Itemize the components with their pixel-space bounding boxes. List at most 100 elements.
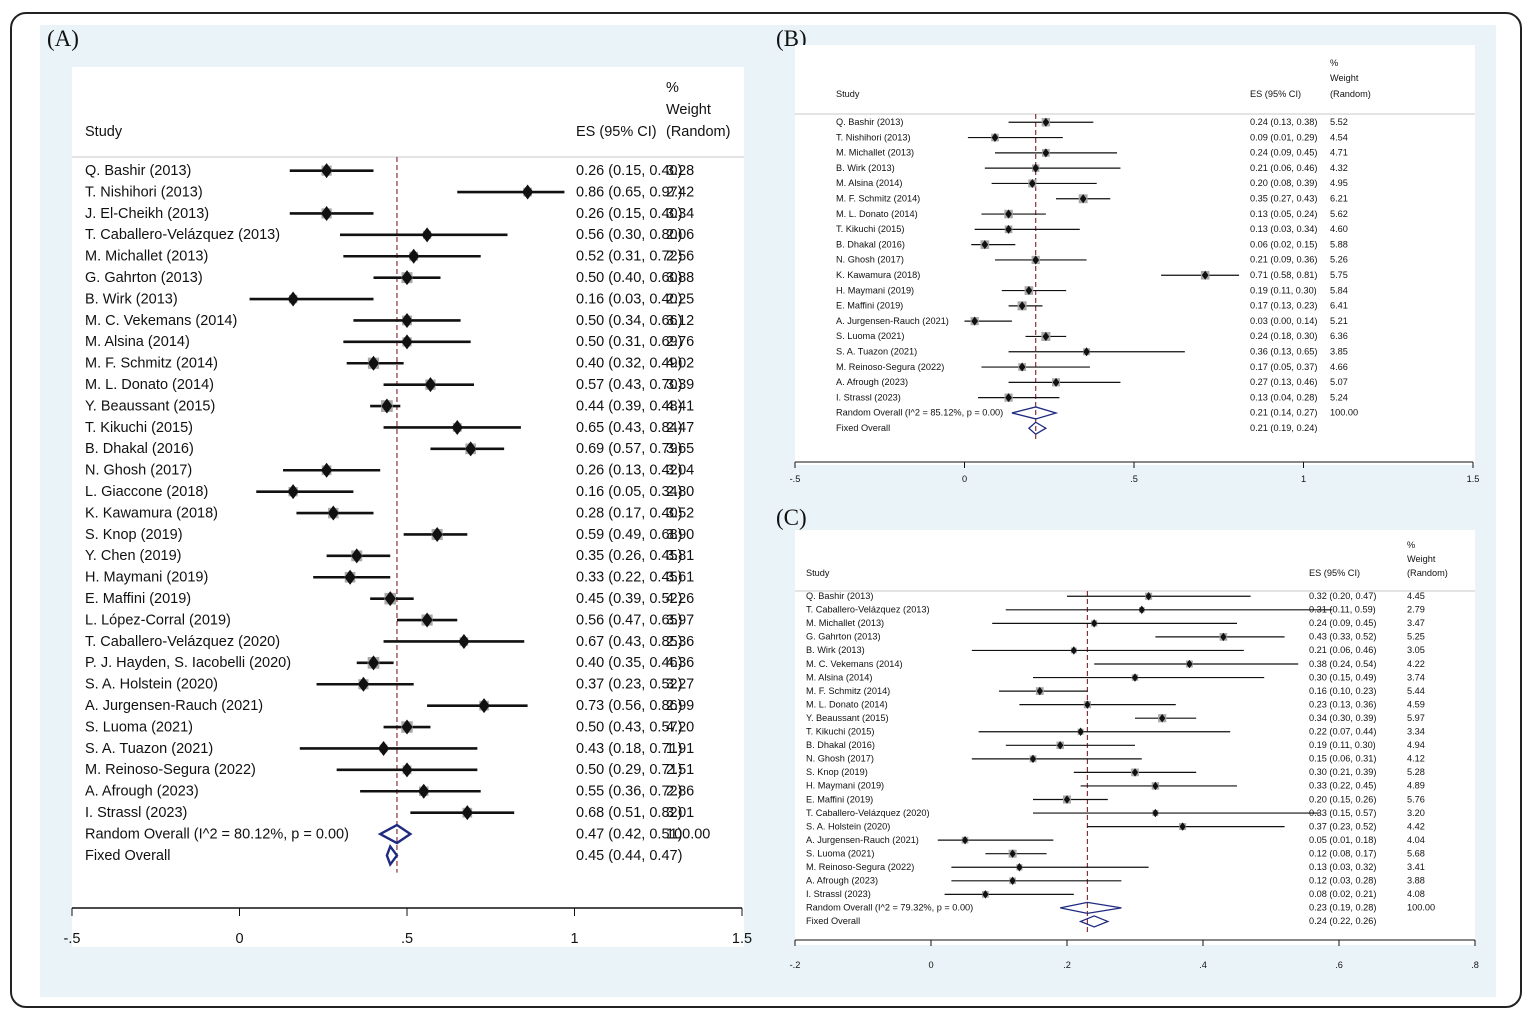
header-es: ES (95% CI) xyxy=(576,124,657,140)
study-weight: 3.74 xyxy=(1407,672,1425,682)
point-estimate-marker xyxy=(451,419,463,435)
overall-weight: 100.00 xyxy=(1407,903,1435,913)
study-es-ci: 0.23 (0.13, 0.36) xyxy=(1309,699,1376,709)
study-es-ci: 0.20 (0.15, 0.26) xyxy=(1309,794,1376,804)
study-label: S. A. Holstein (2020) xyxy=(806,821,890,831)
point-estimate-marker xyxy=(458,633,470,649)
study-es-ci: 0.33 (0.22, 0.45) xyxy=(1309,781,1376,791)
point-estimate-marker xyxy=(421,612,433,628)
study-weight: 5.28 xyxy=(1407,767,1425,777)
study-weight: 5.52 xyxy=(1330,117,1348,127)
study-es-ci: 0.30 (0.21, 0.39) xyxy=(1309,767,1376,777)
x-tick-label: .2 xyxy=(1063,960,1071,970)
study-label: B. Dhakal (2016) xyxy=(85,441,194,457)
study-label: T. Kikuchi (2015) xyxy=(806,727,874,737)
plot-panel-b xyxy=(795,45,1475,465)
point-estimate-marker xyxy=(1145,592,1152,601)
study-weight: 3.65 xyxy=(666,441,694,457)
study-weight: 5.62 xyxy=(1330,209,1348,219)
study-weight: 5.76 xyxy=(1407,794,1425,804)
study-es-ci: 0.17 (0.05, 0.37) xyxy=(1250,362,1317,372)
study-weight: 2.86 xyxy=(666,784,694,800)
point-estimate-marker xyxy=(418,783,430,799)
study-es-ci: 0.50 (0.40, 0.60) xyxy=(576,270,682,286)
study-es-ci: 0.22 (0.07, 0.44) xyxy=(1309,727,1376,737)
point-estimate-marker xyxy=(1159,713,1166,723)
point-estimate-marker xyxy=(478,698,490,714)
study-weight: 5.68 xyxy=(1407,848,1425,858)
study-es-ci: 0.26 (0.15, 0.40) xyxy=(576,206,682,222)
point-estimate-marker xyxy=(1036,686,1043,696)
study-label: A. Jurgensen-Rauch (2021) xyxy=(85,698,263,714)
point-estimate-marker xyxy=(1009,849,1016,858)
study-label: E. Maffini (2019) xyxy=(806,794,873,804)
point-estimate-marker xyxy=(351,548,363,564)
study-weight: 3.88 xyxy=(666,270,694,286)
study-weight: 6.41 xyxy=(1330,301,1348,311)
point-estimate-marker xyxy=(431,526,443,542)
point-estimate-marker xyxy=(1077,727,1084,736)
study-label: T. Kikuchi (2015) xyxy=(85,420,193,436)
study-label: S. Knop (2019) xyxy=(85,527,183,543)
study-es-ci: 0.50 (0.43, 0.57) xyxy=(576,719,682,735)
study-weight: 4.08 xyxy=(1407,889,1425,899)
x-tick-label: -.5 xyxy=(790,474,801,484)
overall-label: Random Overall (I^2 = 85.12%, p = 0.00) xyxy=(836,408,1003,418)
study-label: T. Caballero-Velázquez (2013) xyxy=(806,605,930,615)
study-weight: 2.80 xyxy=(666,484,694,500)
study-label: B. Wirk (2013) xyxy=(836,163,895,173)
study-label: M. Reinoso-Segura (2022) xyxy=(85,762,256,778)
study-weight: 3.88 xyxy=(1407,876,1425,886)
study-label: P. J. Hayden, S. Iacobelli (2020) xyxy=(85,655,291,671)
study-weight: 2.79 xyxy=(1407,605,1425,615)
point-estimate-marker xyxy=(1079,194,1087,204)
study-weight: 6.21 xyxy=(1330,194,1348,204)
study-weight: 6.36 xyxy=(1330,331,1348,341)
study-weight: 3.41 xyxy=(1407,862,1425,872)
study-es-ci: 0.44 (0.39, 0.48) xyxy=(576,398,682,414)
study-weight: 3.90 xyxy=(666,527,694,543)
study-weight: 3.34 xyxy=(666,206,694,222)
point-estimate-marker xyxy=(1016,863,1023,872)
study-label: S. A. Tuazon (2021) xyxy=(85,741,213,757)
overall-diamond xyxy=(1027,421,1048,436)
study-weight: 4.20 xyxy=(666,719,694,735)
study-es-ci: 0.17 (0.13, 0.23) xyxy=(1250,301,1317,311)
point-estimate-marker xyxy=(1005,209,1012,219)
point-estimate-marker xyxy=(384,591,396,607)
study-weight: 3.05 xyxy=(1407,645,1425,655)
point-estimate-marker xyxy=(381,398,393,414)
study-weight: 3.81 xyxy=(666,548,694,564)
study-label: A. Afrough (2023) xyxy=(836,377,908,387)
study-es-ci: 0.09 (0.01, 0.29) xyxy=(1250,132,1317,142)
point-estimate-marker xyxy=(401,270,413,286)
point-estimate-marker xyxy=(424,377,437,393)
point-estimate-marker xyxy=(287,291,299,307)
point-estimate-marker xyxy=(1042,331,1050,341)
study-label: Y. Beaussant (2015) xyxy=(85,398,215,414)
point-estimate-marker xyxy=(1131,673,1139,682)
header-weight: Weight xyxy=(1330,73,1359,83)
study-weight: 4.04 xyxy=(1407,835,1425,845)
point-estimate-marker xyxy=(1009,876,1016,885)
study-es-ci: 0.12 (0.08, 0.17) xyxy=(1309,848,1376,858)
study-weight: 5.26 xyxy=(1330,255,1348,265)
point-estimate-marker xyxy=(1152,781,1159,791)
study-es-ci: 0.26 (0.15, 0.40) xyxy=(576,163,682,179)
study-weight: 4.66 xyxy=(1330,362,1348,372)
point-estimate-marker xyxy=(981,240,989,250)
study-label: K. Kawamura (2018) xyxy=(85,505,218,521)
study-label: Q. Bashir (2013) xyxy=(836,117,903,127)
study-label: H. Maymani (2019) xyxy=(806,781,884,791)
point-estimate-marker xyxy=(421,227,433,243)
point-estimate-marker xyxy=(401,312,413,328)
point-estimate-marker xyxy=(401,334,413,350)
study-label: H. Maymani (2019) xyxy=(836,285,914,295)
point-estimate-marker xyxy=(1179,822,1186,831)
study-es-ci: 0.27 (0.13, 0.46) xyxy=(1250,377,1317,387)
study-weight: 2.99 xyxy=(666,698,694,714)
point-estimate-marker xyxy=(1057,741,1064,750)
study-label: N. Ghosh (2017) xyxy=(836,255,904,265)
study-label: T. Nishihori (2013) xyxy=(85,184,203,200)
study-weight: 4.32 xyxy=(1330,163,1348,173)
